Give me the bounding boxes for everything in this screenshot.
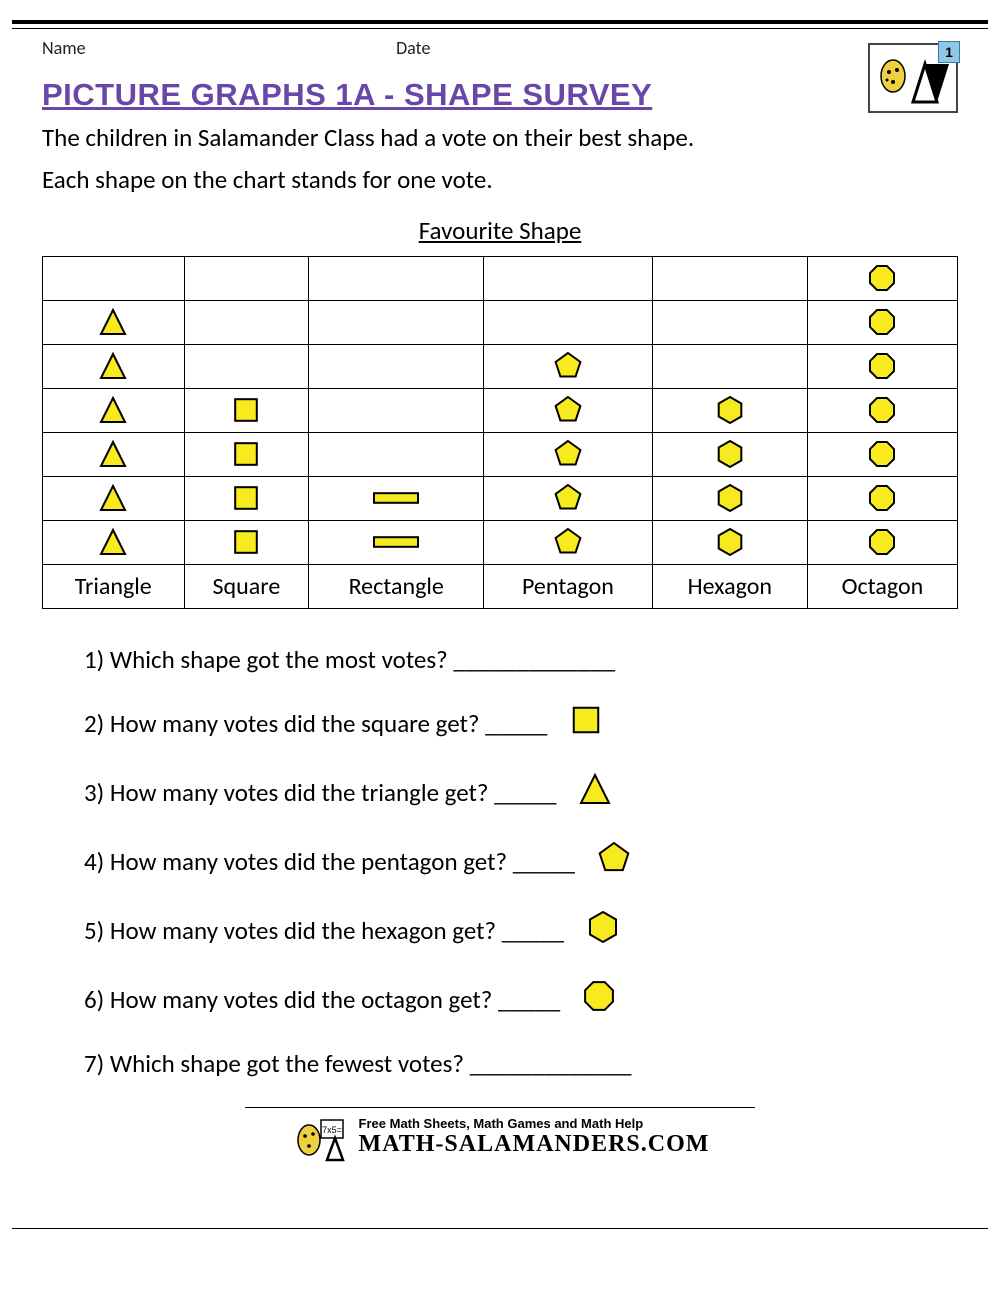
graph-cell [652,520,807,564]
picture-graph-table: TriangleSquareRectanglePentagonHexagonOc… [42,256,958,609]
pentagon-icon [597,841,631,882]
graph-cell [807,344,957,388]
graph-cell [652,344,807,388]
column-label: Triangle [43,564,185,608]
graph-cell [184,432,309,476]
question: 4) How many votes did the pentagon get? … [84,841,958,882]
graph-cell [484,300,653,344]
graph-cell [43,388,185,432]
question-text: 4) How many votes did the pentagon get? … [84,846,575,877]
hexagon-icon [586,910,620,951]
graph-cell [652,300,807,344]
graph-cell [484,476,653,520]
question-text: 1) Which shape got the most votes? _____… [84,644,615,675]
graph-cell [309,520,484,564]
graph-cell [43,520,185,564]
svg-text:7x5=: 7x5= [322,1125,342,1135]
grade-badge: 1 [938,41,960,63]
worksheet-title: PICTURE GRAPHS 1A - SHAPE SURVEY [42,77,958,113]
questions-list: 1) Which shape got the most votes? _____… [84,644,958,1079]
column-label: Pentagon [484,564,653,608]
octagon-icon [582,979,616,1020]
graph-cell [43,432,185,476]
table-row [43,476,958,520]
graph-cell [309,388,484,432]
column-label: Square [184,564,309,608]
table-row [43,388,958,432]
graph-cell [484,256,653,300]
table-row [43,344,958,388]
graph-cell [652,476,807,520]
graph-cell [309,256,484,300]
question-text: 7) Which shape got the fewest votes? ___… [84,1048,632,1079]
graph-cell [184,256,309,300]
date-label: Date [396,37,430,59]
graph-cell [184,388,309,432]
graph-cell [484,432,653,476]
logo: 1 [868,43,958,113]
graph-cell [807,300,957,344]
graph-cell [807,388,957,432]
header-line: Name Date [42,37,958,59]
question-text: 6) How many votes did the octagon get? _… [84,984,560,1015]
graph-cell [309,432,484,476]
footer-logo-icon: 7x5= [291,1112,351,1162]
graph-cell [309,344,484,388]
question-text: 3) How many votes did the triangle get? … [84,777,556,808]
graph-cell [807,520,957,564]
column-label: Rectangle [309,564,484,608]
intro-line-1: The children in Salamander Class had a v… [42,121,958,155]
graph-cell [184,520,309,564]
graph-cell [184,300,309,344]
graph-cell [807,432,957,476]
name-label: Name [42,37,392,59]
table-row [43,300,958,344]
graph-cell [652,256,807,300]
question-text: 2) How many votes did the square get? __… [84,708,547,739]
column-label: Hexagon [652,564,807,608]
triangle-icon [578,772,612,813]
footer-tagline: Free Math Sheets, Math Games and Math He… [359,1116,710,1131]
table-label-row: TriangleSquareRectanglePentagonHexagonOc… [43,564,958,608]
graph-cell [807,476,957,520]
graph-cell [484,520,653,564]
intro-line-2: Each shape on the chart stands for one v… [42,163,958,197]
graph-cell [43,344,185,388]
question-text: 5) How many votes did the hexagon get? _… [84,915,564,946]
graph-cell [43,476,185,520]
table-row [43,520,958,564]
graph-cell [484,388,653,432]
graph-cell [184,476,309,520]
question: 6) How many votes did the octagon get? _… [84,979,958,1020]
graph-cell [43,256,185,300]
table-row [43,432,958,476]
question: 3) How many votes did the triangle get? … [84,772,958,813]
table-row [43,256,958,300]
question: 7) Which shape got the fewest votes? ___… [84,1048,958,1079]
graph-cell [652,432,807,476]
footer: 7x5= Free Math Sheets, Math Games and Ma… [42,1107,958,1172]
graph-cell [309,300,484,344]
question: 1) Which shape got the most votes? _____… [84,644,958,675]
graph-cell [484,344,653,388]
footer-site: MATH-SALAMANDERS.COM [359,1131,710,1158]
graph-cell [309,476,484,520]
column-label: Octagon [807,564,957,608]
question: 5) How many votes did the hexagon get? _… [84,910,958,951]
graph-cell [652,388,807,432]
question: 2) How many votes did the square get? __… [84,703,958,744]
graph-cell [43,300,185,344]
square-icon [569,703,603,744]
chart-title: Favourite Shape [42,215,958,246]
graph-cell [184,344,309,388]
graph-cell [807,256,957,300]
